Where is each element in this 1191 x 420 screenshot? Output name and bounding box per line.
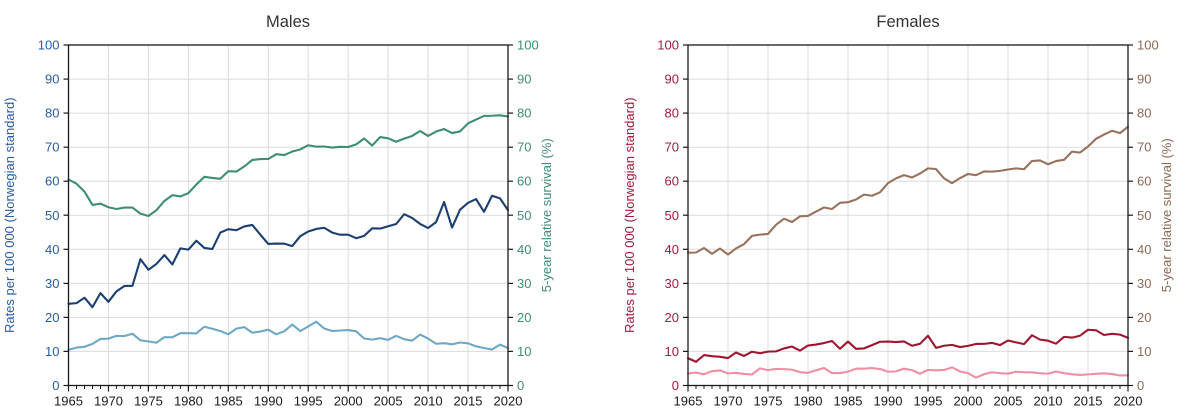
svg-text:70: 70 bbox=[517, 140, 531, 155]
svg-text:5-year relative survival (%): 5-year relative survival (%) bbox=[1159, 138, 1174, 292]
svg-text:10: 10 bbox=[45, 344, 59, 359]
svg-text:5-year relative survival (%): 5-year relative survival (%) bbox=[539, 138, 554, 292]
svg-text:0: 0 bbox=[52, 378, 59, 393]
svg-text:1980: 1980 bbox=[174, 394, 203, 409]
svg-text:10: 10 bbox=[517, 344, 531, 359]
svg-text:90: 90 bbox=[45, 72, 59, 87]
svg-text:50: 50 bbox=[1137, 208, 1151, 223]
svg-text:1985: 1985 bbox=[834, 394, 863, 409]
svg-text:Females: Females bbox=[876, 13, 939, 31]
svg-text:1990: 1990 bbox=[874, 394, 903, 409]
svg-text:50: 50 bbox=[45, 208, 59, 223]
svg-text:1995: 1995 bbox=[914, 394, 943, 409]
svg-text:2015: 2015 bbox=[454, 394, 483, 409]
svg-text:60: 60 bbox=[1137, 174, 1151, 189]
svg-text:20: 20 bbox=[665, 310, 679, 325]
svg-text:2010: 2010 bbox=[414, 394, 443, 409]
svg-text:60: 60 bbox=[665, 174, 679, 189]
svg-text:Rates per 100 000 (Norwegian s: Rates per 100 000 (Norwegian standard) bbox=[2, 97, 17, 333]
svg-text:2000: 2000 bbox=[334, 394, 363, 409]
svg-text:50: 50 bbox=[665, 208, 679, 223]
svg-text:2005: 2005 bbox=[994, 394, 1023, 409]
svg-text:60: 60 bbox=[517, 174, 531, 189]
svg-text:1975: 1975 bbox=[134, 394, 163, 409]
svg-text:80: 80 bbox=[665, 106, 679, 121]
svg-text:1965: 1965 bbox=[54, 394, 83, 409]
svg-text:10: 10 bbox=[665, 344, 679, 359]
svg-text:10: 10 bbox=[1137, 344, 1151, 359]
svg-text:1970: 1970 bbox=[94, 394, 123, 409]
svg-text:80: 80 bbox=[1137, 106, 1151, 121]
svg-text:40: 40 bbox=[45, 242, 59, 257]
svg-text:20: 20 bbox=[517, 310, 531, 325]
svg-text:80: 80 bbox=[45, 106, 59, 121]
svg-text:100: 100 bbox=[657, 38, 679, 53]
svg-text:1965: 1965 bbox=[674, 394, 703, 409]
svg-text:2020: 2020 bbox=[494, 394, 523, 409]
svg-text:1970: 1970 bbox=[714, 394, 743, 409]
svg-text:30: 30 bbox=[665, 276, 679, 291]
svg-text:20: 20 bbox=[45, 310, 59, 325]
svg-text:100: 100 bbox=[517, 38, 539, 53]
svg-text:60: 60 bbox=[45, 174, 59, 189]
svg-text:80: 80 bbox=[517, 106, 531, 121]
svg-text:2015: 2015 bbox=[1074, 394, 1103, 409]
svg-text:2020: 2020 bbox=[1114, 394, 1143, 409]
svg-text:1990: 1990 bbox=[254, 394, 283, 409]
svg-text:30: 30 bbox=[45, 276, 59, 291]
svg-text:20: 20 bbox=[1137, 310, 1151, 325]
svg-text:0: 0 bbox=[1137, 378, 1144, 393]
svg-text:70: 70 bbox=[1137, 140, 1151, 155]
svg-text:70: 70 bbox=[665, 140, 679, 155]
svg-text:40: 40 bbox=[665, 242, 679, 257]
svg-text:2010: 2010 bbox=[1034, 394, 1063, 409]
svg-text:100: 100 bbox=[38, 38, 60, 53]
svg-text:100: 100 bbox=[1137, 38, 1159, 53]
svg-text:0: 0 bbox=[672, 378, 679, 393]
svg-text:1995: 1995 bbox=[294, 394, 323, 409]
svg-text:1975: 1975 bbox=[754, 394, 783, 409]
svg-text:90: 90 bbox=[1137, 72, 1151, 87]
svg-text:30: 30 bbox=[517, 276, 531, 291]
svg-text:0: 0 bbox=[517, 378, 524, 393]
svg-text:90: 90 bbox=[517, 72, 531, 87]
svg-text:1980: 1980 bbox=[794, 394, 823, 409]
svg-text:Rates per 100 000 (Norwegian s: Rates per 100 000 (Norwegian standard) bbox=[622, 97, 637, 333]
svg-text:2005: 2005 bbox=[374, 394, 403, 409]
svg-text:2000: 2000 bbox=[954, 394, 983, 409]
svg-text:30: 30 bbox=[1137, 276, 1151, 291]
svg-text:40: 40 bbox=[517, 242, 531, 257]
svg-text:Males: Males bbox=[266, 13, 310, 31]
svg-text:40: 40 bbox=[1137, 242, 1151, 257]
svg-text:90: 90 bbox=[665, 72, 679, 87]
svg-text:50: 50 bbox=[517, 208, 531, 223]
svg-text:70: 70 bbox=[45, 140, 59, 155]
svg-text:1985: 1985 bbox=[214, 394, 243, 409]
